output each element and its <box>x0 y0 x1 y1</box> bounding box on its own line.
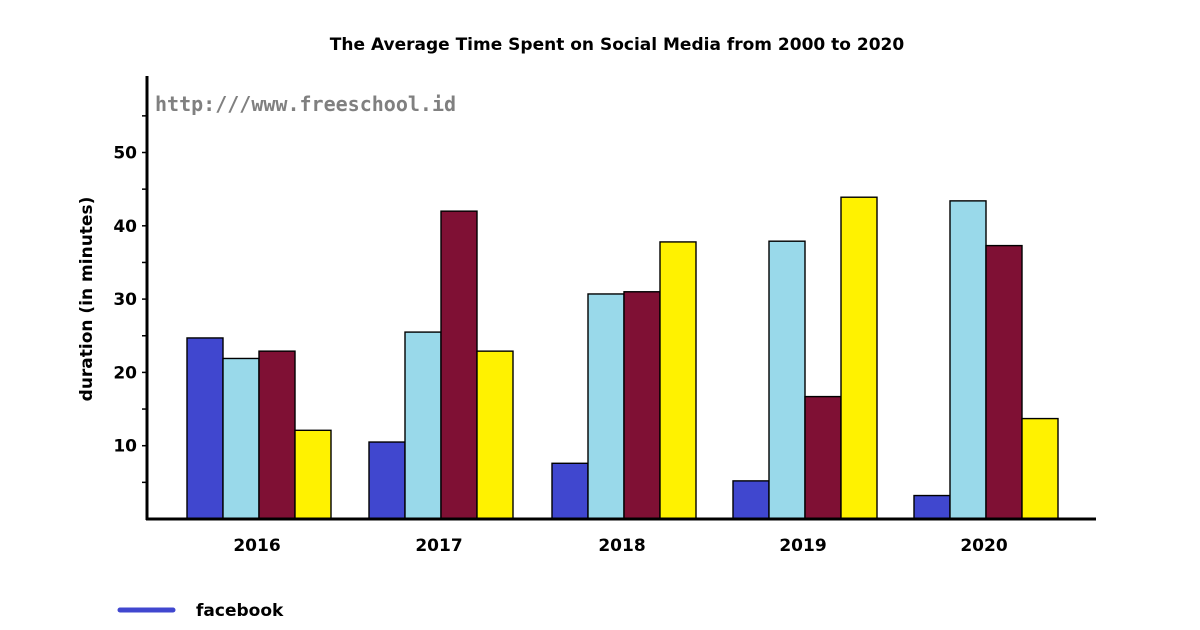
x-category-label-2016: 2016 <box>233 536 280 556</box>
bar-2016-series-1 <box>186 337 224 520</box>
legend: facebook <box>117 601 284 621</box>
bar-2016-series-3 <box>258 350 296 520</box>
bar-2019-series-3 <box>804 395 842 520</box>
x-category-label-2020: 2020 <box>960 536 1007 556</box>
bar-2017-series-2 <box>404 331 442 520</box>
axes-group: 10 20 30 40 50 2016 2017 2018 2019 2020 <box>113 76 1096 556</box>
bar-2017-series-1 <box>368 441 406 520</box>
bar-2019-series-4 <box>840 196 878 520</box>
y-tick-label-30: 30 <box>113 290 137 310</box>
y-axis-label: duration (in minutes) <box>77 197 97 402</box>
bar-2020-series-4 <box>1021 417 1059 520</box>
bar-2018-series-1 <box>551 462 589 520</box>
x-category-label-2018: 2018 <box>598 536 645 556</box>
legend-label-facebook: facebook <box>196 601 284 621</box>
bar-2018-series-2 <box>587 293 625 520</box>
bar-2016-series-4 <box>294 429 332 520</box>
y-tick-label-50: 50 <box>113 144 137 164</box>
chart-title: The Average Time Spent on Social Media f… <box>330 35 905 55</box>
bar-2018-series-4 <box>659 241 697 520</box>
bar-2020-series-1 <box>913 494 951 520</box>
y-tick-label-20: 20 <box>113 363 137 383</box>
bar-2017-series-3 <box>440 210 478 520</box>
bar-2020-series-2 <box>949 200 987 520</box>
y-tick-label-40: 40 <box>113 217 137 237</box>
y-tick-label-10: 10 <box>113 437 137 457</box>
bar-2017-series-4 <box>476 350 514 520</box>
x-category-label-2019: 2019 <box>779 536 826 556</box>
bar-2016-series-2 <box>222 357 260 520</box>
bar-2018-series-3 <box>623 291 661 520</box>
watermark-text: http:///www.freeschool.id <box>155 92 456 116</box>
bars-group <box>186 196 1059 520</box>
bar-2019-series-2 <box>768 240 806 520</box>
x-category-label-2017: 2017 <box>415 536 462 556</box>
bar-2020-series-3 <box>985 244 1023 520</box>
bar-2019-series-1 <box>732 480 770 520</box>
